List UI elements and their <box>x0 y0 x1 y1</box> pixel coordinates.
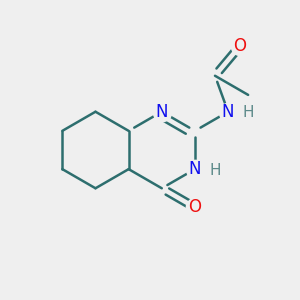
Text: O: O <box>233 38 246 56</box>
Text: H: H <box>209 163 220 178</box>
Text: H: H <box>242 105 254 120</box>
Text: N: N <box>155 103 168 121</box>
Text: N: N <box>189 160 201 178</box>
Text: N: N <box>222 103 234 121</box>
Text: O: O <box>188 198 201 216</box>
